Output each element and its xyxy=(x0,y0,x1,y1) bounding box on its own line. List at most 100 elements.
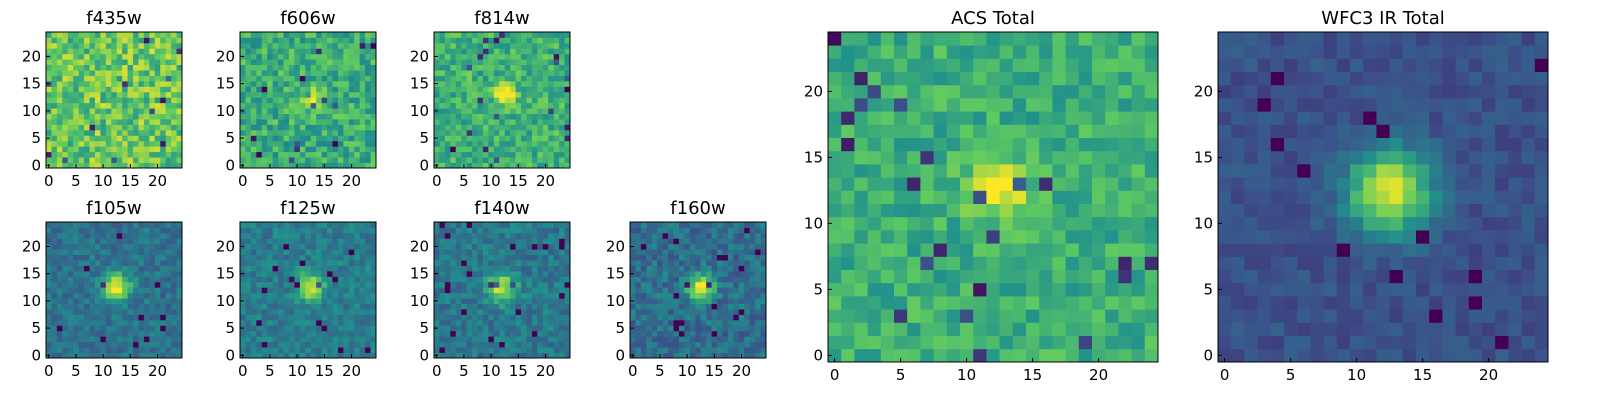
heatmap-cell xyxy=(537,64,544,71)
heatmap-cell xyxy=(515,97,522,104)
heatmap-cell xyxy=(105,249,112,256)
heatmap-cell xyxy=(488,97,495,104)
heatmap-cell xyxy=(651,276,658,283)
heatmap-cell xyxy=(84,276,90,283)
heatmap-cell xyxy=(482,325,489,332)
heatmap-cell xyxy=(635,238,642,245)
heatmap-cell xyxy=(327,135,333,142)
heatmap-cell xyxy=(62,281,69,288)
heatmap-cell xyxy=(316,135,322,142)
heatmap-cell xyxy=(526,42,533,49)
heatmap-cell xyxy=(515,254,522,261)
heatmap-cell xyxy=(727,238,734,245)
heatmap-cell xyxy=(321,232,328,239)
heatmap-cell xyxy=(278,157,284,163)
heatmap-cell xyxy=(267,135,274,142)
heatmap-cell xyxy=(521,151,527,158)
heatmap-cell xyxy=(46,336,52,343)
heatmap-cell xyxy=(482,281,489,288)
heatmap-cell xyxy=(154,276,161,283)
heatmap-cell xyxy=(56,352,63,359)
heatmap-cell xyxy=(461,129,468,136)
heatmap-cell xyxy=(160,124,167,131)
heatmap-cell xyxy=(477,37,484,44)
heatmap-cell xyxy=(559,146,565,153)
heatmap-cell xyxy=(553,140,560,147)
heatmap-cell xyxy=(537,298,544,304)
axes-frame xyxy=(45,31,183,169)
heatmap-cell xyxy=(854,309,868,323)
heatmap-cell xyxy=(343,162,350,169)
heatmap-cell xyxy=(78,151,85,158)
heatmap-cell xyxy=(755,341,761,348)
x-tick-label: 5 xyxy=(459,362,469,380)
heatmap-cell xyxy=(466,227,473,234)
heatmap-cell xyxy=(62,42,69,49)
heatmap-cell xyxy=(256,227,263,234)
heatmap-cell xyxy=(154,97,161,104)
heatmap-cell xyxy=(477,129,484,136)
heatmap-cell xyxy=(455,75,462,82)
heatmap-cell xyxy=(250,265,257,272)
heatmap-cell xyxy=(332,341,339,348)
heatmap-cell xyxy=(504,352,511,359)
heatmap-cell xyxy=(84,249,90,256)
heatmap-cell xyxy=(760,298,767,304)
heatmap-cell xyxy=(1092,309,1106,323)
heatmap-cell xyxy=(689,260,696,266)
heatmap-cell xyxy=(867,335,882,350)
heatmap-cell xyxy=(84,59,90,66)
heatmap-cell xyxy=(488,119,495,125)
heatmap-cell xyxy=(673,260,680,266)
heatmap-cell xyxy=(316,222,322,228)
heatmap-cell xyxy=(283,59,290,66)
heatmap-cell xyxy=(537,151,544,158)
heatmap-cell xyxy=(89,108,96,114)
heatmap-cell xyxy=(477,249,484,256)
heatmap-cell xyxy=(343,113,350,120)
heatmap-cell xyxy=(455,97,462,104)
heatmap-cell xyxy=(722,243,729,250)
heatmap-cell xyxy=(250,32,257,38)
heatmap-cell xyxy=(310,64,317,71)
heatmap-cell xyxy=(466,75,473,82)
heatmap-cell xyxy=(122,102,128,109)
heatmap-cell xyxy=(466,80,473,87)
heatmap-cell xyxy=(755,222,761,228)
heatmap-cell xyxy=(537,249,544,256)
heatmap-cell xyxy=(744,303,751,310)
heatmap-cell xyxy=(434,70,440,76)
heatmap-cell xyxy=(920,203,934,218)
heatmap-cell xyxy=(89,91,96,98)
heatmap-cell xyxy=(310,238,317,245)
heatmap-cell xyxy=(553,108,560,114)
heatmap-cell xyxy=(89,42,96,49)
heatmap-cell xyxy=(73,238,80,245)
heatmap-cell xyxy=(717,227,723,234)
heatmap-cell xyxy=(946,243,961,257)
heatmap-cell xyxy=(283,53,290,60)
heatmap-cell xyxy=(154,135,161,142)
heatmap-cell xyxy=(695,276,702,283)
heatmap-cell xyxy=(434,91,440,98)
heatmap-cell xyxy=(84,330,90,337)
heatmap-cell xyxy=(548,276,555,283)
heatmap-cell xyxy=(450,287,457,294)
heatmap-cell xyxy=(651,265,658,272)
heatmap-cell xyxy=(894,190,908,204)
heatmap-cell xyxy=(51,162,58,169)
heatmap-cell xyxy=(143,32,150,38)
heatmap-cell xyxy=(73,86,80,93)
heatmap-cell xyxy=(559,97,565,104)
heatmap-cell xyxy=(999,309,1014,323)
heatmap-cell xyxy=(564,129,571,136)
heatmap-cell xyxy=(160,265,167,272)
heatmap-cell xyxy=(695,347,702,353)
heatmap-cell xyxy=(84,254,90,261)
heatmap-cell xyxy=(359,270,366,277)
heatmap-cell xyxy=(305,276,312,283)
heatmap-cell xyxy=(1105,203,1119,218)
heatmap-cell xyxy=(760,265,767,272)
heatmap-cell xyxy=(160,298,167,304)
